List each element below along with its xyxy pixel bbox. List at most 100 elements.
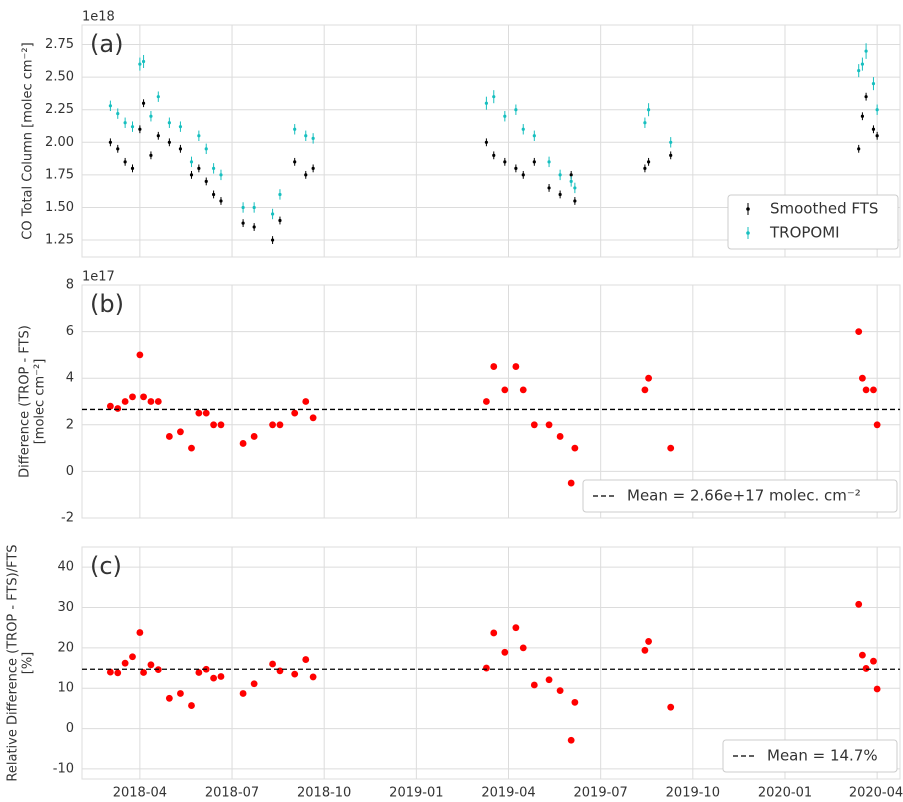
panel-label: (c) [90, 552, 122, 580]
point [641, 386, 649, 394]
point [503, 114, 507, 118]
point [167, 121, 171, 125]
plot-area [81, 284, 901, 519]
point [202, 409, 210, 417]
point [857, 147, 861, 151]
x-tick-label: 2019-07 [574, 786, 628, 799]
x-tick-label: 2018-07 [205, 786, 259, 799]
point [270, 212, 275, 216]
point [278, 192, 282, 197]
x-tick-label: 2019-04 [481, 786, 535, 799]
y-tick-label: 1.75 [45, 167, 74, 182]
y-axis-label: CO Total Column [molec cm⁻²] [21, 42, 36, 239]
point [875, 134, 879, 138]
point [278, 218, 282, 223]
point [108, 140, 112, 144]
point [147, 661, 155, 669]
point [875, 108, 879, 112]
point [858, 374, 866, 382]
y-tick-label: -10 [53, 761, 74, 776]
point [569, 173, 573, 177]
point [149, 114, 153, 118]
point [501, 648, 509, 656]
y-tick-label: 2 [66, 417, 74, 432]
point [123, 121, 127, 125]
point [512, 363, 520, 370]
x-tick-label: 2018-04 [113, 786, 167, 799]
point [864, 49, 868, 53]
point [855, 600, 863, 608]
point [189, 173, 194, 177]
point [860, 114, 864, 118]
point [189, 160, 194, 164]
point [556, 687, 564, 695]
point [239, 440, 247, 447]
point [293, 127, 297, 131]
y-tick-label: 2.25 [45, 102, 74, 117]
point [250, 433, 258, 440]
point [302, 656, 310, 663]
point [195, 669, 203, 676]
point [558, 173, 562, 177]
point [276, 667, 284, 675]
point [571, 444, 579, 452]
point [667, 444, 675, 452]
point [492, 95, 496, 99]
point [532, 134, 536, 138]
y-tick-label: 4 [66, 371, 74, 386]
point [108, 104, 112, 108]
y-tick-label: 2.50 [45, 70, 74, 85]
y-axis-label: Difference (TROP - FTS) [18, 325, 33, 478]
y-tick-label: 10 [57, 681, 74, 696]
point [860, 62, 864, 66]
point [482, 664, 490, 672]
x-tick-label: 2019-01 [389, 786, 443, 799]
point [250, 680, 258, 688]
point [490, 629, 498, 637]
point [519, 386, 527, 394]
point [219, 173, 223, 177]
legend-label: Mean = 14.7% [767, 747, 878, 765]
point [269, 660, 276, 668]
point [123, 160, 127, 164]
point [217, 673, 225, 680]
point [291, 670, 299, 678]
point [130, 166, 135, 170]
point [302, 398, 310, 405]
point [646, 108, 651, 112]
point [569, 179, 573, 184]
y-tick-label: 1.50 [45, 200, 74, 215]
y-offset-label: 1e17 [82, 270, 115, 285]
point [239, 690, 247, 697]
point [492, 153, 496, 157]
point [545, 421, 553, 429]
point [530, 681, 538, 689]
panel-label: (a) [90, 30, 123, 58]
point [291, 409, 299, 417]
y-tick-label: -2 [61, 511, 74, 526]
point [571, 698, 579, 706]
point [138, 127, 142, 131]
y-offset-label: 1e18 [82, 10, 115, 25]
point [141, 59, 146, 64]
point [641, 646, 649, 654]
point [188, 444, 195, 452]
panel-label: (b) [90, 290, 124, 318]
point [530, 421, 538, 429]
point [503, 160, 507, 164]
point [567, 736, 575, 744]
point [573, 186, 577, 190]
point [501, 386, 509, 394]
point [311, 166, 315, 170]
point [514, 108, 518, 112]
point [252, 205, 256, 210]
point [667, 703, 675, 711]
x-tick-label: 2020-01 [758, 786, 812, 799]
y-tick-label: 40 [57, 560, 74, 575]
point [484, 140, 488, 144]
point [130, 125, 135, 129]
y-tick-label: 2.75 [45, 37, 74, 52]
point [178, 147, 183, 151]
point [532, 160, 536, 164]
